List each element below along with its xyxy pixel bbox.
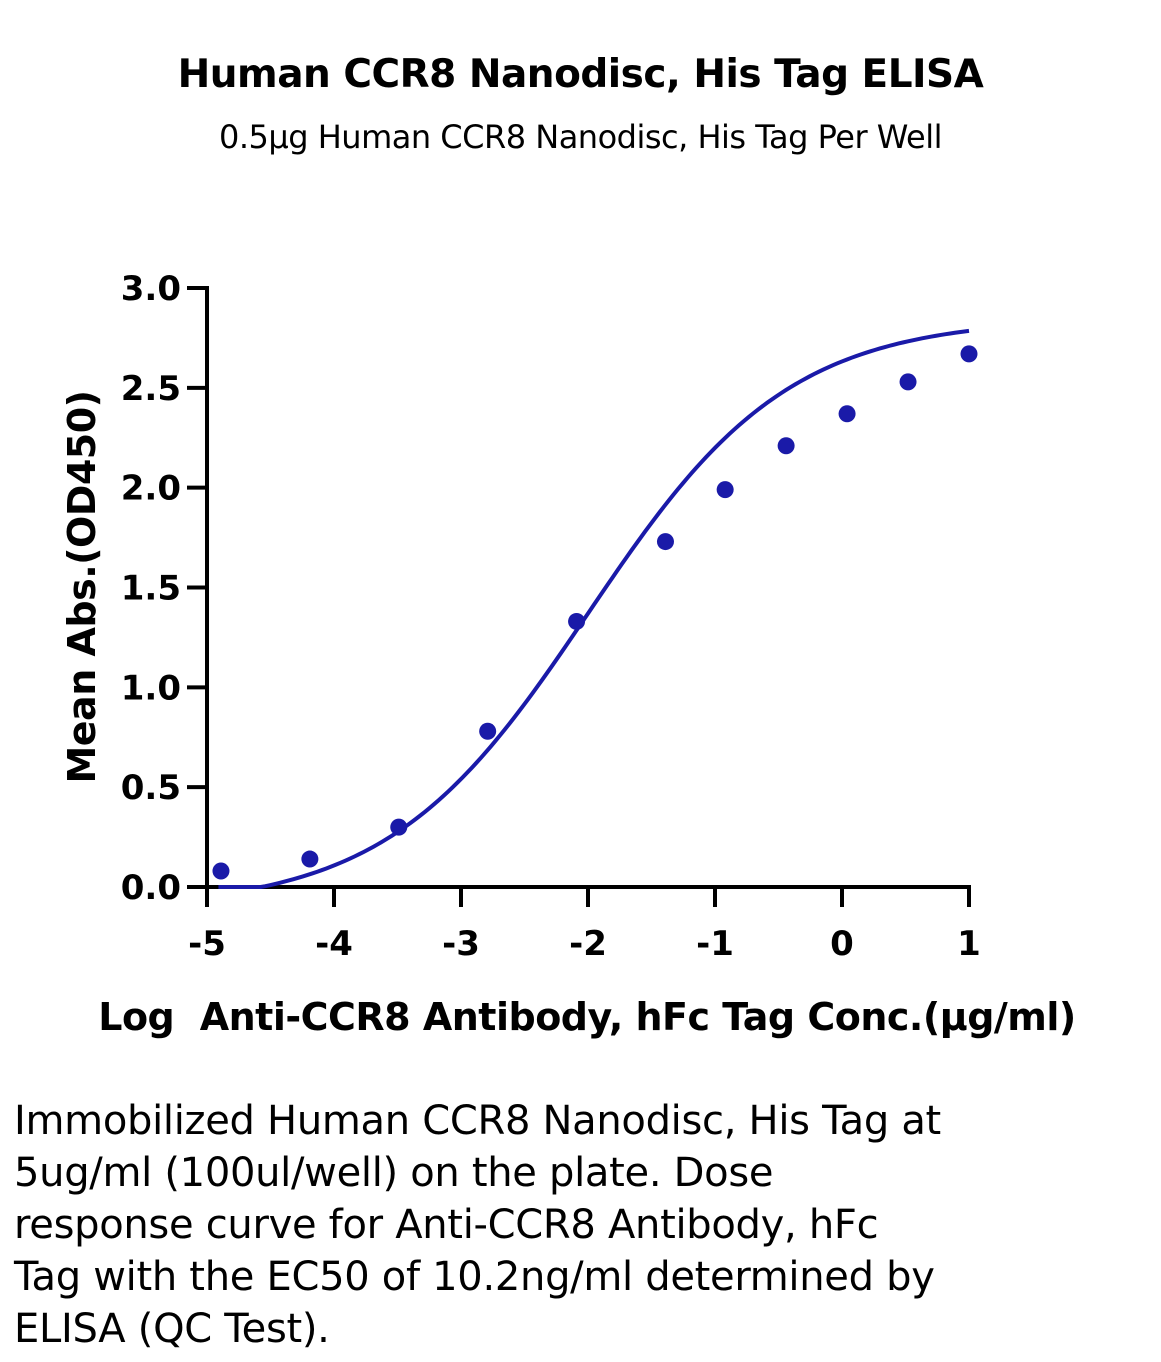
data-point (479, 722, 497, 740)
x-tick-label: 0 (830, 924, 854, 964)
y-axis: 0.0 0.5 1.0 1.5 2.0 2.5 3.0 (121, 269, 209, 908)
x-axis: -5 -4 -3 -2 -1 0 1 (188, 885, 981, 964)
data-point (960, 345, 978, 363)
y-axis-label: Mean Abs.(OD450) (60, 390, 104, 783)
data-point (656, 533, 674, 551)
data-point (716, 481, 734, 499)
x-axis-label: Log Anti-CCR8 Antibody, hFc Tag Conc.(µg… (98, 995, 1076, 1039)
y-tick-label: 1.5 (121, 569, 181, 609)
data-point (838, 405, 856, 423)
data-point (568, 612, 586, 630)
chart-title: Human CCR8 Nanodisc, His Tag ELISA (177, 52, 984, 97)
data-points-layer (212, 345, 978, 880)
x-tick-label: -2 (569, 924, 607, 964)
x-tick-label: -1 (696, 924, 734, 964)
data-point (777, 437, 795, 455)
fit-curve (218, 328, 970, 889)
chart-subtitle: 0.5µg Human CCR8 Nanodisc, His Tag Per W… (218, 118, 943, 156)
data-point (899, 373, 917, 391)
x-tick-label: -3 (442, 924, 480, 964)
y-tick-label: 0.0 (121, 868, 181, 908)
y-tick-label: 1.0 (121, 668, 181, 708)
figure-caption: Immobilized Human CCR8 Nanodisc, His Tag… (14, 1098, 941, 1352)
y-tick-label: 2.0 (121, 469, 181, 509)
y-tick-label: 0.5 (121, 768, 181, 808)
x-tick-label: -4 (315, 924, 353, 964)
fit-curve-layer (218, 328, 970, 889)
y-tick-label: 2.5 (121, 369, 181, 409)
data-point (390, 818, 408, 836)
x-tick-label: -5 (188, 924, 226, 964)
data-point (301, 850, 319, 868)
x-tick-label: 1 (957, 924, 981, 964)
y-tick-label: 3.0 (121, 269, 181, 309)
data-point (212, 862, 230, 880)
elisa-chart: 0.0 0.5 1.0 1.5 2.0 2.5 3.0 -5 -4 -3 -2 -1 0 1 Log A… (60, 269, 1076, 1039)
